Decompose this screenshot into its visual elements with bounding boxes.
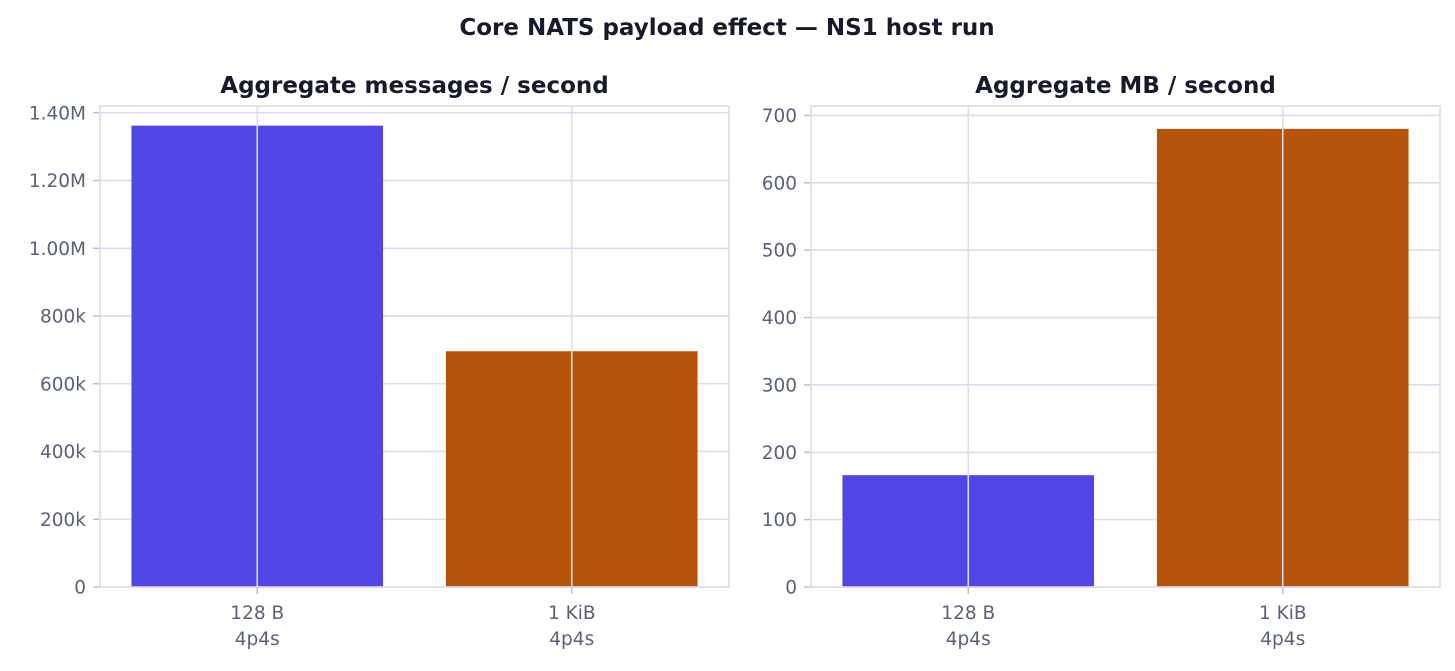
y-tick-label: 600 (762, 173, 797, 194)
category-sublabel: 4p4s (235, 629, 280, 650)
y-tick-label: 1.40M (29, 103, 86, 124)
y-tick-label: 700 (762, 106, 797, 127)
y-tick-label: 800k (40, 307, 86, 328)
y-tick-label: 100 (762, 510, 797, 531)
y-tick-label: 1.00M (29, 239, 86, 260)
y-tick-label: 600k (40, 374, 86, 395)
category-label: 1 KiB (548, 603, 596, 624)
y-tick-label: 200 (762, 443, 797, 464)
x-tick-label: 128 B 4p4s (941, 603, 995, 650)
chart-mb-per-second: Aggregate MB / second 0 100 200 300 400 500 600… (762, 73, 1441, 650)
category-label: 128 B (230, 603, 284, 624)
plot-frame (99, 105, 730, 588)
category-label: 128 B (941, 603, 995, 624)
figure-title: Core NATS payload effect — NS1 host run (459, 15, 994, 41)
y-tick-label: 0 (74, 578, 86, 599)
category-sublabel: 4p4s (946, 629, 991, 650)
chart-title: Aggregate messages / second (220, 73, 608, 99)
y-tick-label: 200k (40, 510, 86, 531)
category-sublabel: 4p4s (1260, 629, 1305, 650)
y-tick-label: 400 (762, 308, 797, 329)
chart-title: Aggregate MB / second (975, 73, 1276, 99)
y-tick-label: 0 (785, 578, 797, 599)
x-tick-label: 128 B 4p4s (230, 603, 284, 650)
y-tick-label: 500 (762, 241, 797, 262)
y-tick-label: 400k (40, 442, 86, 463)
plot-frame (810, 105, 1441, 588)
y-tick-label: 300 (762, 375, 797, 396)
y-tick-label: 1.20M (29, 171, 86, 192)
x-tick-label: 1 KiB 4p4s (548, 603, 596, 650)
chart-messages-per-second: Aggregate messages / second 0 200k 400k 600k… (29, 73, 730, 650)
category-sublabel: 4p4s (549, 629, 594, 650)
x-tick-label: 1 KiB 4p4s (1259, 603, 1307, 650)
category-label: 1 KiB (1259, 603, 1307, 624)
